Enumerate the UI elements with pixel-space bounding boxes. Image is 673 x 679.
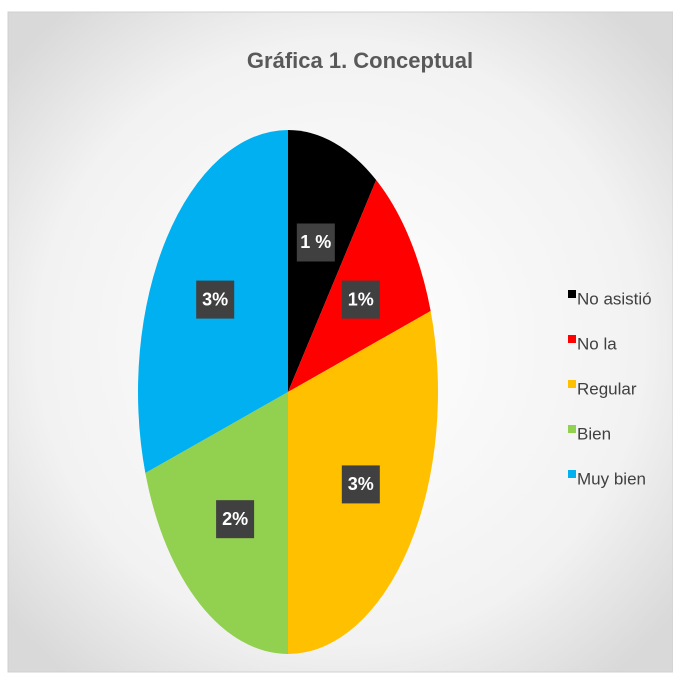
data-label: 3%	[202, 289, 228, 309]
legend-swatch	[568, 335, 576, 343]
legend-label: No la	[577, 334, 617, 353]
legend-label: Muy bien	[577, 469, 646, 488]
data-label: 2%	[222, 509, 248, 529]
legend-swatch	[568, 470, 576, 478]
data-label: 1%	[348, 289, 374, 309]
legend-swatch	[568, 380, 576, 388]
data-label-box	[296, 223, 335, 262]
data-label-box	[196, 280, 235, 319]
data-label: 3%	[348, 474, 374, 494]
legend-label: No asistió	[577, 289, 652, 308]
legend-label: Bien	[577, 424, 611, 443]
data-label-box	[216, 500, 255, 539]
data-label-box	[341, 280, 380, 319]
chart-title: Gráfica 1. Conceptual	[247, 48, 473, 73]
legend-swatch	[568, 290, 576, 298]
legend-swatch	[568, 425, 576, 433]
legend-label: Regular	[577, 379, 637, 398]
data-label-box	[341, 465, 380, 504]
data-label: 1 %	[300, 232, 331, 252]
